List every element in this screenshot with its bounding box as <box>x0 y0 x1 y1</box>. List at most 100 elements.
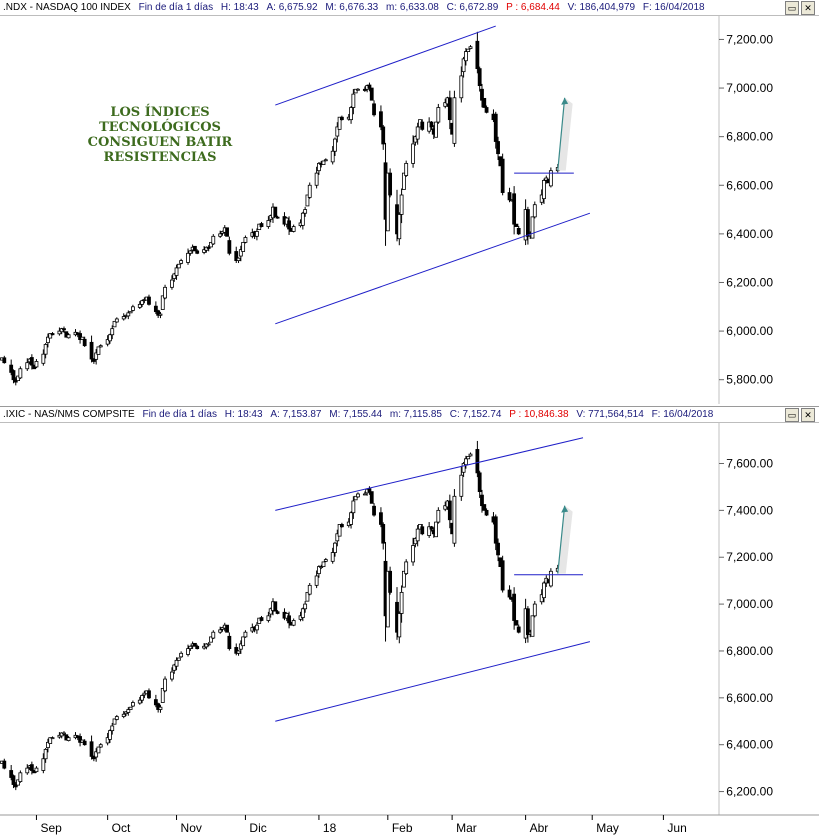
candle-body-up <box>323 559 328 562</box>
candle <box>447 90 452 130</box>
candle-body-down <box>379 512 383 525</box>
candle-body-up <box>452 97 457 144</box>
candle-body-up <box>94 352 99 360</box>
y-tick-label: 6,000.00 <box>726 324 773 338</box>
candle <box>259 221 264 228</box>
candle <box>526 606 530 643</box>
y-tick-label: 6,600.00 <box>726 691 773 705</box>
candle-body-up <box>176 657 181 661</box>
candle <box>319 564 324 570</box>
restore-button[interactable]: ▭ <box>785 1 799 15</box>
x-tick-label: 18 <box>323 821 337 835</box>
candle <box>381 124 386 150</box>
close-button[interactable]: ✕ <box>801 1 815 15</box>
restore-button[interactable]: ▭ <box>785 408 799 422</box>
candle <box>62 326 66 333</box>
candle <box>356 88 360 91</box>
candle <box>452 489 457 547</box>
candle <box>82 739 87 746</box>
close-button[interactable]: ✕ <box>801 408 815 422</box>
candle-body-down <box>234 251 239 262</box>
candle-body-up <box>176 263 181 269</box>
candle-body-down <box>429 526 434 530</box>
candle-body-down <box>339 116 344 121</box>
candle <box>121 710 126 719</box>
candle <box>399 188 404 224</box>
candle-body-up <box>399 591 404 614</box>
candle-body-up <box>243 631 248 638</box>
candle-body-up <box>300 212 305 226</box>
candle-body-up <box>255 231 259 237</box>
candle <box>211 234 216 245</box>
candle <box>112 320 117 328</box>
candle <box>105 732 110 746</box>
candle <box>300 211 305 230</box>
candle-body-down <box>9 364 14 373</box>
candle-body-up <box>356 88 360 91</box>
candle-body-down <box>82 338 87 347</box>
candle <box>317 162 321 175</box>
candle-body-up <box>330 150 335 163</box>
candle-body-up <box>188 645 193 650</box>
candle-body-up <box>160 688 165 703</box>
low-value: m: 6,633.08 <box>386 2 439 13</box>
candle-body-down <box>429 121 434 128</box>
y-tick-label: 7,000.00 <box>726 81 773 95</box>
candle <box>48 333 53 339</box>
candle <box>512 587 517 630</box>
candle <box>321 160 326 166</box>
candle <box>128 311 133 314</box>
candle-body-down <box>62 328 66 331</box>
candle-body-up <box>415 528 420 542</box>
candle-body-up <box>204 643 209 648</box>
candle <box>195 644 200 650</box>
candle-body-up <box>351 500 356 514</box>
candle-body-down <box>275 611 280 614</box>
candle-body-up <box>98 744 103 748</box>
trendline <box>275 437 584 511</box>
candle <box>287 611 291 629</box>
trendline <box>275 25 496 106</box>
candle-body-up <box>466 48 471 52</box>
candle-body-down <box>447 500 452 521</box>
candle <box>303 601 308 613</box>
candle-body-up <box>268 608 273 615</box>
candle-body-up <box>108 334 112 342</box>
candle-body-down <box>493 113 498 142</box>
x-tick-label: Sep <box>40 821 62 835</box>
candle-body-down <box>153 699 158 706</box>
candle <box>415 524 420 547</box>
candle <box>323 158 328 162</box>
candle <box>243 630 248 638</box>
high-value: M: 6,676.33 <box>325 2 379 13</box>
candle-body-down <box>496 141 500 155</box>
candle <box>305 194 310 207</box>
candle <box>397 212 402 246</box>
candle <box>427 522 432 538</box>
y-tick-label: 7,600.00 <box>726 456 773 470</box>
candle-body-up <box>158 706 163 710</box>
projection-arrow-line <box>557 505 566 574</box>
candle-body-up <box>303 209 308 214</box>
candle <box>351 496 356 519</box>
candle-body-up <box>385 172 390 232</box>
candle <box>126 310 131 320</box>
candle <box>160 295 165 310</box>
candle-body-down <box>11 775 16 785</box>
candle <box>452 90 457 147</box>
candle-body-up <box>291 620 296 626</box>
candle-body-up <box>137 699 142 704</box>
candle <box>13 782 18 791</box>
candle <box>496 538 500 562</box>
candle-body-up <box>46 741 50 749</box>
candle-body-up <box>539 594 544 603</box>
candle-body-up <box>397 613 402 638</box>
candle-body-down <box>78 333 82 340</box>
candle <box>156 702 161 713</box>
candle <box>404 160 409 177</box>
time-value: H: 18:43 <box>220 2 259 13</box>
candle-body-up <box>452 495 457 544</box>
candle <box>493 111 498 149</box>
candle-body-up <box>163 678 167 692</box>
candle <box>362 86 367 92</box>
